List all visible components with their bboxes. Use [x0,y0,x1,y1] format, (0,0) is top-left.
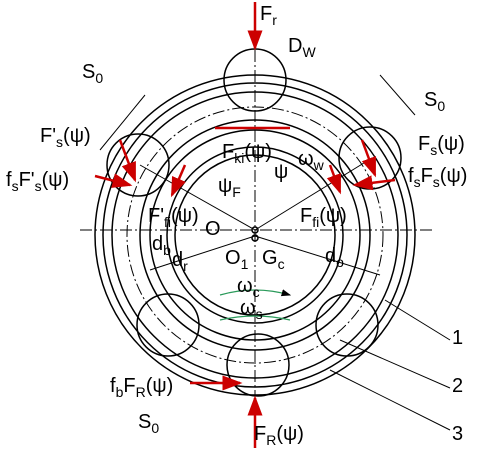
label-part: (ψ) [437,133,465,155]
label: 3 [452,423,463,445]
label-part: F' [148,205,164,227]
label-part: 0 [437,98,445,114]
label-part: (ψ) [146,375,174,397]
label-part: (ψ) [42,169,70,191]
label: fsF's(ψ) [6,169,69,194]
label-part: b [163,242,171,258]
label-part: d [325,245,336,267]
label-part: 0 [151,420,159,436]
label: fbFR(ψ) [110,375,173,400]
label-part: F' [40,125,56,147]
label: S0 [424,89,445,114]
label-part: s [256,306,263,322]
label: Ffi(ψ) [300,205,347,230]
label-part: F [421,165,433,187]
label-part: r [183,258,188,274]
label-part: 1 [452,327,463,349]
label: DW [288,35,316,60]
bearing-diagram: FrDWS0S0F's(ψ)fsF's(ψ)Fs(ψ)fsFs(ψ)Fki(ψ)… [0,0,493,452]
label-part: s [433,174,440,190]
label-part: o [336,254,344,270]
label-part: s [430,142,437,158]
label-part: s [414,174,421,190]
label-part: G [262,247,278,269]
label-part: (ψ) [171,205,199,227]
label-part: r [272,12,277,28]
label-part: s [12,178,19,194]
label: ωs [240,297,263,322]
label-part: 0 [95,70,103,86]
label-part: fi [312,214,319,230]
label-part: ω [240,297,256,319]
label: 2 [452,375,463,397]
label: FR(ψ) [254,423,304,448]
label-part: F [260,3,272,25]
label-part: s [35,178,42,194]
label-part: R [266,432,276,448]
label: dr [172,249,188,274]
label-part: F [254,423,266,445]
label: Fki(ψ) [222,141,272,166]
label: db [152,233,171,258]
label-part: b [116,384,124,400]
label: S0 [82,61,103,86]
label: O1 [225,247,249,272]
label-part: F [222,141,234,163]
label-part: ω [237,275,253,297]
label-part: F [232,184,241,200]
label: F'fi(ψ) [148,205,199,230]
label-part: d [152,233,163,255]
label-part: R [136,384,146,400]
label-part: O [225,247,241,269]
label-part: 3 [452,423,463,445]
label: ψ [274,161,288,183]
label-part: 1 [241,256,249,272]
label-part: (ψ) [440,165,468,187]
label: O [205,218,221,240]
label-part: ψ [218,175,232,197]
label-part: (ψ) [276,423,304,445]
label: Fs(ψ) [418,133,465,158]
label-part: F [300,205,312,227]
label-part: (ψ) [319,205,347,227]
label-part: (ψ) [244,141,272,163]
label-part: d [172,249,183,271]
label-part: s [56,134,63,150]
label: ωw [298,148,325,173]
label-part: O [205,218,221,240]
label-part: ψ [274,161,288,183]
label-part: ki [234,150,244,166]
label-part: S [82,61,95,83]
label-part: W [302,44,316,60]
label-part: 2 [452,375,463,397]
label-part: fi [164,214,171,230]
label-part: S [138,411,151,433]
label: Gc [262,247,285,272]
label-part: c [278,256,285,272]
label-part: (ψ) [63,125,91,147]
label: F's(ψ) [40,125,91,150]
label-part: ω [298,148,314,170]
label-part: w [313,157,325,173]
axes [80,30,450,430]
label: S0 [138,411,159,436]
label-part: S [424,89,437,111]
label-part: D [288,35,302,57]
label: fsFs(ψ) [408,165,467,190]
label: Fr [260,3,277,28]
label: 1 [452,327,463,349]
label-part: F [123,375,135,397]
label-part: F [418,133,430,155]
label-part: F' [19,169,35,191]
label: ψF [218,175,241,200]
